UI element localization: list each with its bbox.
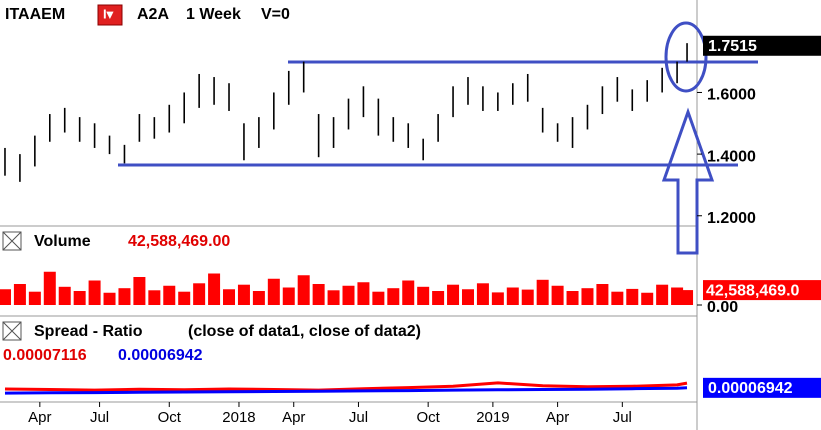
volume-box-label: 42,588,469.0 [706, 282, 800, 299]
volume-bar [312, 284, 325, 305]
pane-title: Volume [34, 233, 91, 250]
close-pane-icon [2, 321, 22, 341]
spread-box-label: 0.00006942 [708, 380, 793, 397]
x-tick-label: Jul [349, 409, 368, 426]
volume-box [703, 280, 821, 301]
volume-bar [133, 277, 146, 305]
menu-icon[interactable] [97, 4, 123, 26]
menu-icon-glyph: I▾ [103, 6, 114, 21]
volume-bar [596, 284, 609, 305]
volume-bar [252, 291, 265, 305]
volume-bar [372, 291, 385, 305]
volume-bar [656, 284, 669, 305]
volume-bar [208, 273, 221, 305]
volume-bar [237, 284, 250, 305]
y-tick-label: 1.2000 [707, 210, 756, 227]
volume-bar [103, 292, 116, 305]
x-tick-label: Jul [90, 409, 109, 426]
volume-bar [0, 289, 11, 305]
x-tick-label: Apr [546, 409, 569, 426]
spread-readout: 0.00006942 [118, 347, 203, 364]
volume-bar [581, 288, 594, 305]
x-tick-label: 2019 [476, 409, 509, 426]
volume-bar [521, 289, 534, 305]
volume-bar [88, 280, 101, 305]
volume-bar [13, 284, 26, 305]
user-drawings [118, 21, 758, 255]
volume-bar [193, 283, 206, 305]
y-tick-label: 1.6000 [707, 87, 756, 104]
y-tick-label: 0.00 [707, 299, 738, 316]
volume-bar [327, 290, 340, 305]
volume-bar [402, 280, 415, 305]
volume-bar [267, 278, 280, 305]
volume-bar [223, 289, 236, 305]
x-tick-label: Oct [158, 409, 182, 426]
circle-drawing[interactable] [664, 21, 708, 93]
volume-bar [297, 275, 310, 305]
volume-bar [58, 286, 71, 305]
volume-bar [163, 285, 176, 305]
symbol: ITAAEM [5, 6, 65, 23]
volume-bar [73, 291, 86, 305]
x-tick-label: Apr [282, 409, 305, 426]
volume-bar [681, 290, 694, 305]
volume-bar [417, 286, 430, 305]
last-price-label: 1.7515 [708, 38, 757, 55]
y-tick-label: 1.4000 [707, 148, 756, 165]
volume-bar [476, 283, 489, 305]
volume-bar [626, 288, 639, 305]
volume-bar [282, 287, 295, 305]
volume-bar [491, 292, 504, 305]
volume-bar [357, 282, 370, 305]
volume-bar [447, 284, 460, 305]
x-tick-label: Apr [28, 409, 51, 426]
volume-bar [432, 291, 445, 305]
pane-title: Spread - Ratio [34, 323, 143, 340]
volume-bar [461, 289, 474, 305]
volume-bar [641, 292, 654, 305]
volume-bar [342, 285, 355, 305]
volume-bar [387, 288, 400, 305]
spread-line [4, 386, 688, 395]
volume-readout: 42,588,469.00 [128, 233, 230, 250]
volume-bar [118, 288, 131, 305]
marks: 1.60001.40001.20001.75150.0042,588,469.0… [0, 35, 821, 426]
volume-bar [536, 279, 549, 305]
volume-bar [28, 291, 41, 305]
spread-box [703, 377, 821, 398]
spread-line [4, 381, 688, 392]
volume-bar [506, 287, 519, 305]
volume-bar [551, 285, 564, 305]
last-price-box [703, 35, 821, 56]
volume-bar [566, 291, 579, 305]
spread-readout: 0.00007116 [3, 347, 87, 364]
pane-subtitle: (close of data1, close of data2) [188, 323, 421, 340]
close-pane-icon [2, 231, 22, 251]
volume-flag: V=0 [261, 6, 290, 23]
volume-bar [611, 291, 624, 305]
x-tick-label: 2018 [222, 409, 255, 426]
x-tick-label: Oct [416, 409, 440, 426]
volume-bar [671, 287, 684, 305]
volume-bar [148, 290, 161, 305]
volume-bar [178, 291, 191, 305]
x-tick-label: Jul [613, 409, 632, 426]
data-name: A2A [137, 6, 169, 23]
volume-bar [43, 271, 56, 305]
arrow-drawing[interactable] [661, 107, 715, 255]
period: 1 Week [186, 6, 241, 23]
